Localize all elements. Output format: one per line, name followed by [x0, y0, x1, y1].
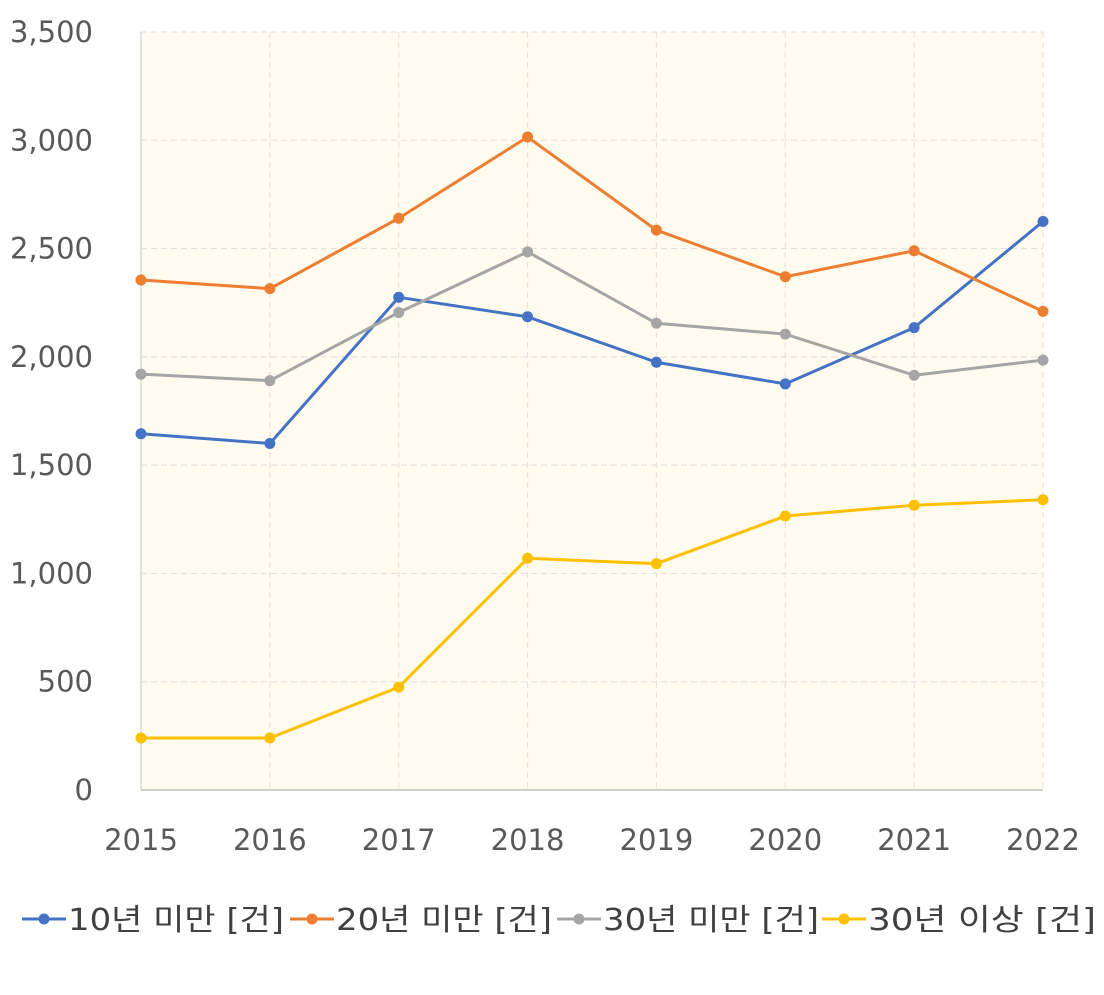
- y-tick-label: 1,000: [10, 556, 93, 590]
- y-tick-label: 0: [75, 773, 93, 807]
- series-2: [135, 131, 1049, 317]
- series-line: [140, 220, 1044, 445]
- legend: 10년 미만 [건] 20년 미만 [건] 30년 미만 [건] 30년 이상 [건]: [22, 903, 1096, 938]
- data-point: [522, 131, 534, 143]
- data-point: [779, 328, 791, 340]
- data-point: [1037, 494, 1049, 506]
- x-tick-label: 2022: [1006, 823, 1080, 857]
- legend-marker: [573, 913, 585, 925]
- data-point: [393, 212, 405, 224]
- data-point: [779, 271, 791, 283]
- x-tick-label: 2019: [620, 823, 694, 857]
- legend-item: 30년 미만 [건]: [557, 903, 819, 938]
- legend-label: 20년 미만 [건]: [336, 903, 552, 938]
- series-1: [135, 216, 1049, 449]
- data-point: [393, 306, 405, 318]
- x-tick-label: 2015: [104, 823, 178, 857]
- y-tick-label: 2,000: [10, 340, 93, 374]
- y-axis-ticks: 0 500 1,000 1,500 2,000 2,500 3,000 3,500: [10, 15, 93, 807]
- data-point: [264, 283, 276, 295]
- data-point: [264, 375, 276, 387]
- series-line: [141, 498, 1044, 740]
- y-tick-label: 1,500: [10, 448, 93, 482]
- legend-label: 30년 이상 [건]: [868, 903, 1096, 938]
- data-point: [779, 510, 791, 522]
- axes: [140, 32, 1043, 791]
- x-tick-label: 2018: [491, 823, 565, 857]
- legend-item: 10년 미만 [건]: [22, 903, 284, 938]
- legend-marker: [838, 913, 850, 925]
- y-tick-label: 3,000: [10, 123, 93, 157]
- series-line: [140, 135, 1044, 313]
- data-point: [522, 552, 534, 564]
- legend-marker: [38, 913, 50, 925]
- data-point: [264, 437, 276, 449]
- data-point: [650, 356, 662, 368]
- data-point: [650, 317, 662, 329]
- x-tick-label: 2020: [748, 823, 822, 857]
- x-tick-label: 2016: [233, 823, 307, 857]
- data-point: [393, 291, 405, 303]
- data-point: [135, 368, 147, 380]
- data-point: [135, 274, 147, 286]
- x-tick-label: 2017: [362, 823, 436, 857]
- y-tick-label: 2,500: [10, 232, 93, 266]
- data-point: [908, 322, 920, 334]
- gridlines: [141, 31, 1044, 790]
- data-point: [1037, 216, 1049, 227]
- data-point: [1037, 354, 1049, 366]
- data-point: [393, 681, 405, 693]
- legend-item: 30년 이상 [건]: [822, 903, 1096, 938]
- plot-area: [141, 32, 1043, 790]
- data-point: [908, 499, 920, 511]
- legend-marker: [306, 913, 318, 925]
- data-point: [264, 732, 276, 744]
- data-point: [1037, 305, 1049, 317]
- series-group: [135, 131, 1049, 744]
- series-line: [140, 250, 1044, 383]
- series-4: [135, 494, 1049, 744]
- y-tick-label: 3,500: [10, 15, 93, 49]
- data-point: [650, 224, 662, 236]
- series-3: [135, 246, 1049, 387]
- legend-item: 20년 미만 [건]: [290, 903, 552, 938]
- data-point: [135, 428, 147, 440]
- x-tick-label: 2021: [877, 823, 951, 857]
- y-tick-label: 500: [38, 665, 93, 699]
- data-point: [908, 369, 920, 381]
- data-point: [522, 246, 534, 258]
- x-axis-ticks: 2015 2016 2017 2018 2019 2020 2021 2022: [104, 823, 1080, 857]
- data-point: [779, 378, 791, 390]
- legend-label: 30년 미만 [건]: [603, 903, 819, 938]
- data-point: [135, 732, 147, 744]
- data-point: [650, 558, 662, 570]
- data-point: [522, 311, 534, 323]
- data-point: [908, 245, 920, 257]
- legend-label: 10년 미만 [건]: [68, 903, 284, 938]
